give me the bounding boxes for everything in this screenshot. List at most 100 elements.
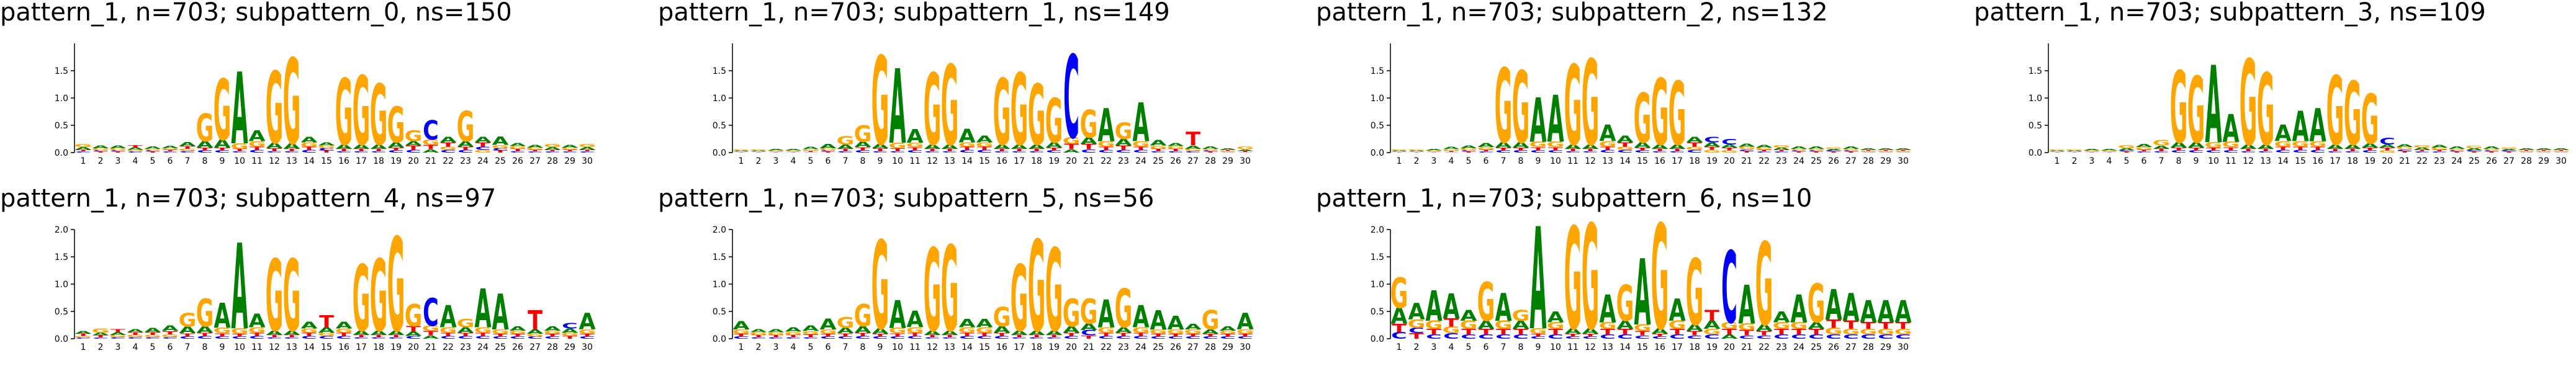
logo-letter-C: C (1011, 337, 1027, 339)
logo-letter-T: T (2084, 152, 2099, 153)
logo-letter-C: C (2275, 149, 2291, 153)
logo-letter-G: G (318, 145, 336, 149)
y-tick-label: 1.0 (713, 94, 726, 104)
logo-letter-G: G (2361, 81, 2379, 160)
x-tick-label: 15 (321, 156, 332, 166)
x-tick-label: 14 (2277, 156, 2289, 166)
logo-letter-A: A (370, 143, 387, 150)
logo-letter-A: A (1167, 312, 1184, 334)
logo-letter-T: T (1444, 151, 1459, 153)
logo-letter-G: G (1808, 274, 1826, 335)
logo-letter-C: C (544, 151, 561, 153)
logo-letter-A: A (976, 134, 993, 145)
x-tick-label: 23 (1776, 342, 1787, 352)
logo-letter-A: A (958, 316, 976, 330)
x-tick-label: 27 (1845, 156, 1857, 166)
logo-letter-C: C (179, 336, 196, 340)
logo-letter-G: G (1167, 145, 1185, 150)
logo-letter-C: C (750, 151, 767, 152)
logo-letter-C: C (1168, 336, 1184, 340)
logo-letter-T: T (562, 335, 577, 339)
logo-letter-C: C (162, 337, 178, 339)
x-tick-label: 15 (979, 156, 990, 166)
logo-letter-A: A (92, 145, 109, 149)
logo-letter-T: T (1809, 151, 1824, 153)
logo-letter-G: G (785, 150, 803, 152)
logo-letter-G: G (924, 53, 942, 168)
x-tick-label: 16 (338, 156, 349, 166)
logo-letter-A: A (1115, 137, 1132, 148)
x-tick-label: 3 (773, 342, 779, 352)
logo-letter-G: G (1202, 306, 1220, 336)
x-tick-label: 22 (1759, 342, 1770, 352)
logo-letter-T: T (2449, 151, 2464, 153)
logo-letter-A: A (1703, 318, 1721, 332)
x-tick-label: 19 (1706, 156, 1718, 166)
logo-letter-T: T (1151, 148, 1166, 152)
logo-letter-A: A (767, 148, 785, 151)
logo-letter-A: A (1236, 309, 1253, 335)
x-tick-label: 11 (1567, 342, 1578, 352)
logo-letter-T: T (2467, 151, 2482, 153)
x-tick-label: 13 (944, 156, 955, 166)
x-tick-label: 14 (304, 156, 315, 166)
logo-letter-C: C (145, 150, 161, 152)
logo-letter-C: C (1565, 336, 1581, 340)
logo-letter-G: G (906, 326, 924, 335)
logo-letter-G: G (1755, 220, 1773, 352)
logo-letter-A: A (300, 320, 317, 331)
x-tick-label: 7 (1501, 342, 1506, 352)
logo-letter-T: T (1238, 151, 1253, 153)
logo-letter-C: C (371, 151, 387, 153)
logo-letter-C: C (2536, 152, 2552, 153)
x-tick-label: 27 (2503, 156, 2515, 166)
x-tick-label: 30 (1898, 156, 1909, 166)
logo-letter-C: C (1478, 333, 1494, 340)
logo-letter-A: A (1202, 146, 1219, 150)
x-tick-label: 11 (909, 156, 921, 166)
logo-letter-A: A (1529, 86, 1546, 156)
logo-letter-A: A (2448, 146, 2466, 150)
logo-letter-G: G (179, 310, 197, 331)
logo-letter-T: T (1496, 328, 1511, 336)
x-tick-label: 21 (1741, 156, 1752, 166)
logo-letter-T: T (1238, 333, 1253, 337)
x-tick-label: 22 (1101, 342, 1112, 352)
logo-letter-T: T (1861, 321, 1876, 331)
logo-letter-C: C (1426, 151, 1442, 152)
x-tick-label: 24 (1793, 156, 1804, 166)
panel-title: pattern_1, n=703; subpattern_3, ns=109 (1974, 0, 2486, 27)
logo-letter-T: T (545, 333, 560, 337)
x-tick-label: 23 (1118, 156, 1129, 166)
y-tick-label: 1.0 (1371, 280, 1384, 290)
logo-letter-C: C (1115, 149, 1132, 153)
logo-letter-A: A (924, 143, 940, 150)
x-tick-label: 13 (286, 156, 297, 166)
logo-letter-C: C (2414, 151, 2430, 153)
logo-letter-T: T (1652, 333, 1667, 337)
logo-letter-C: C (127, 337, 143, 339)
logo-letter-G: G (283, 35, 301, 172)
logo-letter-A: A (1894, 295, 1911, 330)
logo-letter-T: T (2137, 150, 2151, 152)
logo-letter-G: G (1773, 145, 1791, 149)
logo-letter-G: G (1011, 247, 1029, 353)
logo-letter-T: T (406, 325, 421, 334)
panel-title: pattern_1, n=703; subpattern_2, ns=132 (1316, 0, 1828, 27)
x-tick-label: 25 (495, 156, 506, 166)
x-tick-label: 12 (927, 156, 938, 166)
logo-letter-G: G (837, 315, 855, 332)
logo-letter-G: G (958, 326, 976, 335)
logo-letter-A: A (544, 325, 561, 332)
logo-letter-C: C (2171, 150, 2187, 154)
logo-letter-T: T (1826, 317, 1841, 331)
logo-letter-A: A (1477, 318, 1495, 332)
logo-letter-G: G (579, 328, 597, 335)
logo-letter-A: A (1547, 83, 1564, 158)
logo-letter-T: T (1531, 333, 1546, 337)
logo-letter-C: C (1704, 333, 1720, 340)
logo-letter-G: G (1028, 68, 1046, 165)
logo-letter-C: C (1826, 333, 1842, 340)
logo-letter-A: A (509, 142, 526, 147)
logo-letter-G: G (2344, 65, 2362, 166)
